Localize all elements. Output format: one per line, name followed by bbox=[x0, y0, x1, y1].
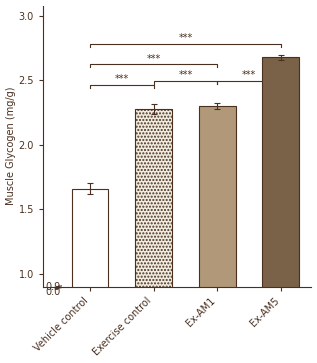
Bar bbox=[135, 109, 172, 286]
Bar bbox=[262, 57, 299, 286]
Text: ***: *** bbox=[178, 33, 192, 43]
Bar bbox=[199, 106, 236, 286]
Text: ***: *** bbox=[242, 70, 256, 80]
Bar bbox=[72, 189, 108, 286]
Y-axis label: Muscle Glycogen (mg/g): Muscle Glycogen (mg/g) bbox=[6, 87, 16, 205]
Text: 0.9: 0.9 bbox=[45, 282, 60, 291]
Text: ***: *** bbox=[146, 54, 161, 64]
Text: ***: *** bbox=[178, 70, 192, 80]
Text: ***: *** bbox=[115, 74, 129, 84]
Text: 0.0: 0.0 bbox=[45, 286, 60, 297]
